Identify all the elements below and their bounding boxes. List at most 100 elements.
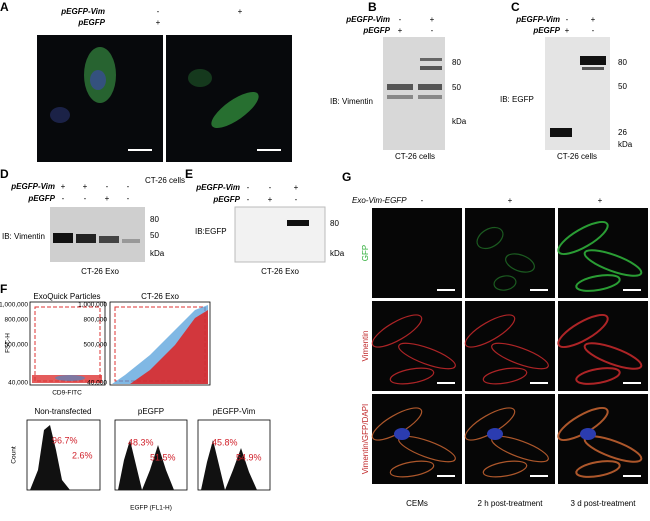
sign: - [127,194,130,203]
caption: CT-26 Exo [81,267,119,276]
construct-label: pEGFP-Vim [60,7,105,16]
sign: + [398,26,403,35]
construct-label: pEGFP [212,195,240,204]
construct-label: pEGFP [27,194,55,203]
sign: + [508,196,513,205]
cell [371,314,423,348]
cell [211,91,259,129]
band [582,67,604,70]
y-tick-label: 500,000 [84,342,108,349]
micrograph [372,301,462,391]
cell [464,314,516,348]
band [420,58,442,61]
panel-label: F [0,282,7,296]
axis-label: CD9-FITC [52,390,82,397]
antibody-label: IB: Vimentin [330,97,373,106]
axis-label: Count [11,446,18,464]
column-label: 3 d post-treatment [571,499,637,508]
cell [493,275,517,291]
blot [234,206,326,263]
nucleus [487,428,503,440]
sign: + [591,15,596,24]
cell [491,342,549,370]
cell [389,367,435,385]
sign: + [61,182,66,191]
mw-marker: 80 [330,219,339,228]
band [387,84,413,90]
distribution [30,425,70,490]
sign: - [269,183,272,192]
axis-label: FSC-H [5,333,12,353]
y-tick-label: 1,000,000 [78,302,107,309]
mw-marker: 80 [452,58,461,67]
band [122,239,140,243]
band [420,66,442,70]
construct-label: pEGFP [362,26,390,35]
cell [583,249,643,277]
caption: CT-26 cells [557,152,597,161]
sign: - [592,26,595,35]
band [387,95,413,99]
plot-title: CT-26 Exo [141,292,179,301]
blot [383,37,445,150]
sign: - [84,194,87,203]
y-tick-label: 800,000 [84,317,108,324]
cell [476,226,504,250]
cell [389,460,435,478]
sign: - [247,195,250,204]
y-tick-label: 800,000 [5,317,29,324]
band [418,84,442,90]
gate-percentage: 51.5% [150,452,176,462]
mw-unit: kDa [618,140,633,149]
gate-percentage: 2.6% [72,450,93,460]
micrograph [372,208,462,298]
band [418,95,442,99]
sign: - [295,195,298,204]
cell [583,342,643,370]
distribution [201,440,257,490]
band [580,56,606,65]
band [53,233,73,243]
caption: CT-26 Exo [261,267,299,276]
cell [557,313,609,349]
nucleus [394,428,410,440]
row-label: Vimentin/GFP/DAPI [361,404,370,475]
plot-title: Non-transfected [35,407,92,416]
panel-label: G [342,170,351,184]
sign: + [565,26,570,35]
cell [482,460,528,478]
mw-marker: 26 [618,128,627,137]
panel-label: A [0,0,9,14]
construct-label: pEGFP-Vim [345,15,390,24]
construct-label: pEGFP [77,18,105,27]
column-label: 2 h post-treatment [478,499,544,508]
cell [575,367,621,385]
sign: + [105,194,110,203]
antibody-label: IB: EGFP [500,95,534,104]
cell [188,69,212,87]
micrograph [465,301,555,391]
sign: + [156,18,161,27]
mw-marker: 50 [452,83,461,92]
panel-label: B [368,0,377,14]
band [76,234,96,243]
cell [505,253,535,273]
plot-title: pEGFP-Vim [213,407,256,416]
mw-marker: 50 [618,82,627,91]
nucleus [90,70,106,90]
caption: CT-26 cells [145,176,185,185]
construct-label: pEGFP-Vim [195,183,240,192]
sign: + [598,196,603,205]
panel-label: C [511,0,520,14]
events [130,310,208,384]
mw-unit: kDa [330,249,345,258]
y-tick-label: 40,000 [8,380,28,387]
sign: + [268,195,273,204]
mw-unit: kDa [150,249,165,258]
sign: - [62,194,65,203]
sign: + [294,183,299,192]
events [55,375,85,381]
sign: - [399,15,402,24]
construct-label: pEGFP [532,26,560,35]
